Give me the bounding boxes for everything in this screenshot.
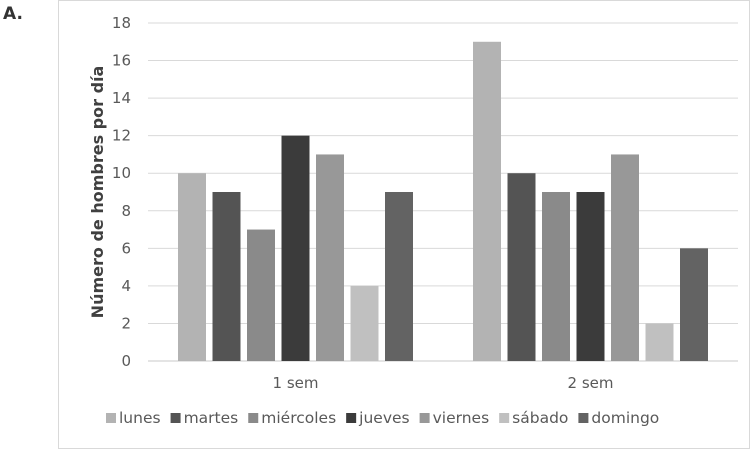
- y-tick-label: 0: [121, 352, 131, 370]
- legend-label-domingo: domingo: [591, 409, 659, 427]
- bar-martes-2-sem: [507, 173, 536, 361]
- bar-viernes-1-sem: [316, 154, 344, 361]
- bar-jueves-1-sem: [281, 135, 310, 361]
- bar-jueves-2-sem: [576, 192, 605, 361]
- bar-lunes-1-sem: [178, 173, 206, 361]
- legend-label-viernes: viernes: [433, 409, 490, 427]
- y-tick-label: 10: [112, 164, 131, 182]
- x-tick-label: 1 sem: [273, 374, 319, 392]
- bar-miércoles-2-sem: [542, 192, 570, 361]
- x-tick-label: 2 sem: [568, 374, 614, 392]
- legend-swatch-jueves: [346, 413, 357, 423]
- legend-swatch-sábado: [499, 413, 510, 423]
- y-tick-label: 2: [121, 314, 131, 332]
- legend-label-lunes: lunes: [119, 409, 161, 427]
- legend-label-jueves: jueves: [358, 409, 409, 427]
- y-axis-label: Número de hombres por día: [88, 66, 107, 319]
- y-tick-label: 12: [112, 127, 131, 145]
- legend-label-sábado: sábado: [512, 409, 568, 427]
- legend-label-martes: martes: [184, 409, 239, 427]
- y-tick-label: 6: [121, 239, 131, 257]
- legend-swatch-viernes: [419, 413, 430, 423]
- legend-swatch-domingo: [578, 413, 589, 423]
- bar-martes-1-sem: [212, 192, 241, 361]
- y-tick-label: 16: [112, 52, 131, 70]
- y-tick-label: 4: [121, 277, 131, 295]
- y-tick-label: 18: [112, 14, 131, 32]
- y-tick-label: 14: [112, 89, 131, 107]
- panel-label: A.: [3, 4, 23, 24]
- bar-domingo-2-sem: [680, 248, 708, 361]
- bar-sábado-2-sem: [645, 323, 674, 361]
- bar-domingo-1-sem: [385, 192, 413, 361]
- legend-swatch-lunes: [106, 413, 116, 423]
- legend-swatch-martes: [170, 413, 181, 423]
- bar-sábado-1-sem: [350, 285, 379, 361]
- bar-lunes-2-sem: [473, 41, 501, 362]
- bar-viernes-2-sem: [611, 154, 639, 361]
- bar-miércoles-1-sem: [247, 229, 275, 361]
- legend-label-miércoles: miércoles: [261, 409, 336, 427]
- y-tick-label: 8: [121, 202, 131, 220]
- legend-swatch-miércoles: [248, 413, 259, 423]
